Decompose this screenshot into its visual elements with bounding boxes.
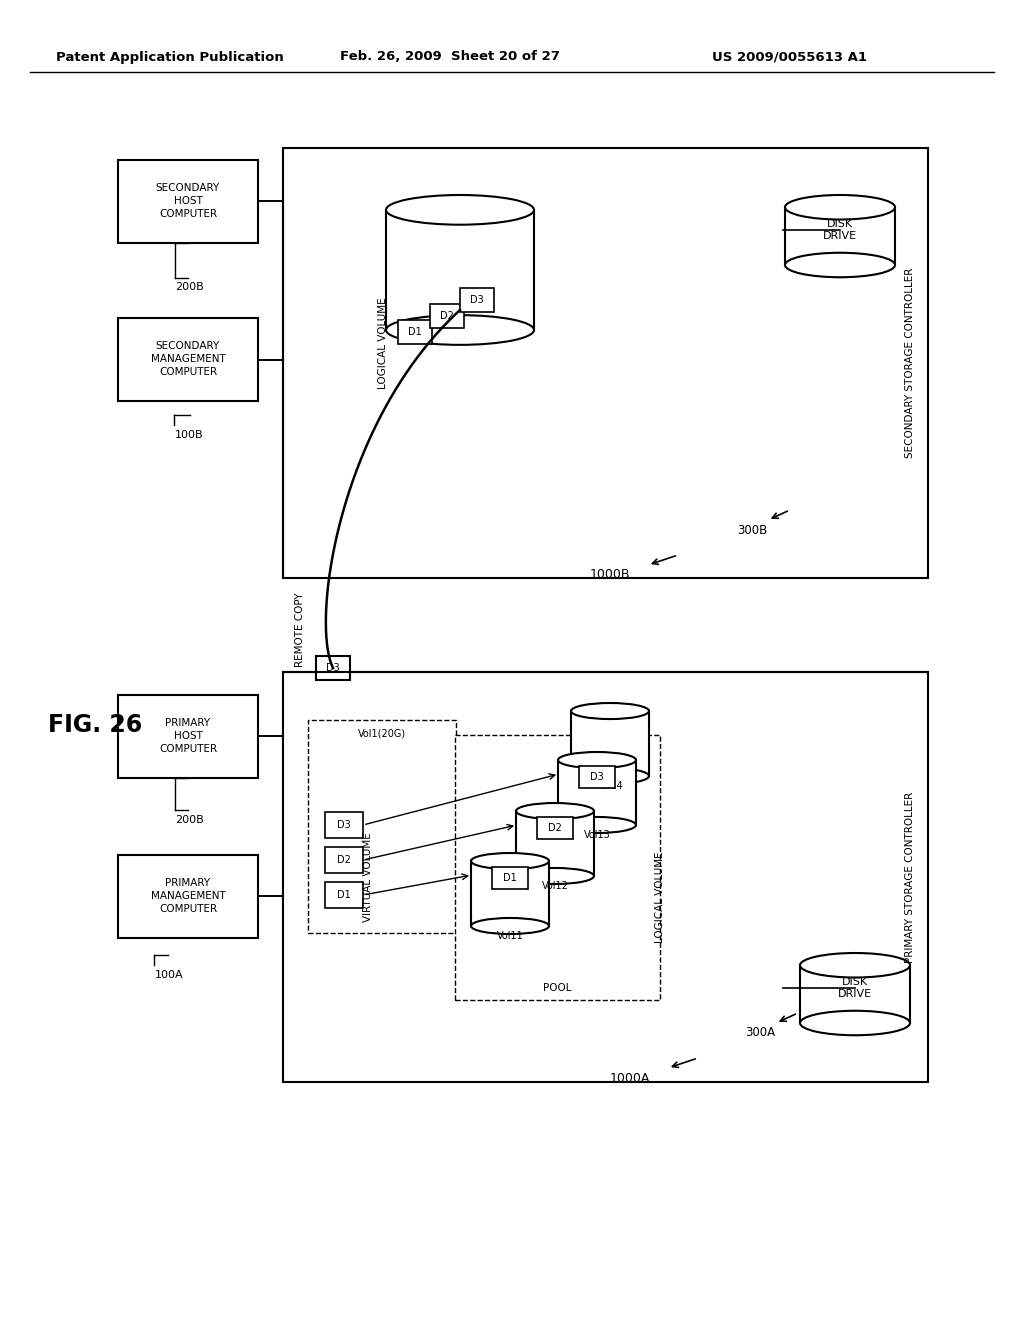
Text: Vol14: Vol14 (597, 781, 624, 791)
Bar (118, 855, 258, 939)
Bar (118, 318, 258, 401)
Ellipse shape (558, 752, 636, 768)
Text: D3: D3 (590, 772, 604, 781)
Bar (571, 711, 649, 776)
Bar (325, 847, 362, 873)
Bar (516, 810, 594, 876)
Bar (398, 319, 432, 345)
Text: D3: D3 (470, 294, 484, 305)
Text: Feb. 26, 2009  Sheet 20 of 27: Feb. 26, 2009 Sheet 20 of 27 (340, 50, 560, 63)
Text: D2: D2 (548, 822, 562, 833)
Ellipse shape (571, 704, 649, 719)
Text: SECONDARY
MANAGEMENT
COMPUTER: SECONDARY MANAGEMENT COMPUTER (151, 341, 225, 378)
Ellipse shape (800, 1011, 910, 1035)
Text: PRIMARY
HOST
COMPUTER: PRIMARY HOST COMPUTER (159, 718, 217, 754)
Text: Vol11: Vol11 (497, 931, 523, 941)
Text: PRIMARY
MANAGEMENT
COMPUTER: PRIMARY MANAGEMENT COMPUTER (151, 878, 225, 915)
Text: 200B: 200B (175, 282, 204, 292)
Bar (800, 965, 910, 1023)
Text: Vol1(20G): Vol1(20G) (358, 729, 407, 739)
Bar (118, 160, 258, 243)
Bar (785, 207, 895, 265)
Text: FIG. 26: FIG. 26 (48, 713, 142, 737)
Text: Vol13: Vol13 (584, 830, 610, 840)
Text: DISK
DRIVE: DISK DRIVE (838, 977, 872, 999)
Text: Patent Application Publication: Patent Application Publication (56, 50, 284, 63)
Text: DISK
DRIVE: DISK DRIVE (823, 219, 857, 242)
Text: D1: D1 (503, 873, 517, 883)
Text: D2: D2 (337, 855, 351, 865)
Ellipse shape (571, 768, 649, 784)
Ellipse shape (471, 853, 549, 869)
Ellipse shape (386, 195, 534, 224)
Bar (325, 812, 362, 838)
Text: D1: D1 (409, 327, 422, 337)
Text: D3: D3 (326, 663, 340, 673)
Text: SECONDARY
HOST
COMPUTER: SECONDARY HOST COMPUTER (156, 182, 220, 219)
Ellipse shape (785, 252, 895, 277)
Text: D3: D3 (337, 820, 351, 830)
Bar (537, 817, 573, 840)
Text: 300B: 300B (737, 524, 767, 536)
Text: LOGICAL VOLUME: LOGICAL VOLUME (378, 297, 388, 389)
Text: 1000B: 1000B (590, 569, 630, 582)
Text: POOL: POOL (543, 983, 571, 993)
Ellipse shape (516, 869, 594, 884)
Text: 100A: 100A (155, 970, 183, 979)
Bar (455, 735, 660, 1001)
Text: US 2009/0055613 A1: US 2009/0055613 A1 (713, 50, 867, 63)
Bar (118, 696, 258, 777)
Bar (308, 719, 456, 933)
Bar (492, 867, 528, 888)
Text: Vol12: Vol12 (542, 880, 568, 891)
Ellipse shape (471, 917, 549, 935)
Bar (579, 766, 615, 788)
Ellipse shape (785, 195, 895, 219)
Bar (386, 210, 534, 330)
Text: LOGICAL VOLUME: LOGICAL VOLUME (655, 851, 665, 942)
Ellipse shape (558, 817, 636, 833)
Ellipse shape (800, 953, 910, 978)
Bar (325, 882, 362, 908)
Bar (283, 672, 928, 1082)
Text: 300A: 300A (744, 1027, 775, 1040)
Text: REMOTE COPY: REMOTE COPY (295, 593, 305, 668)
Text: 1000A: 1000A (610, 1072, 650, 1085)
Text: 200B: 200B (175, 814, 204, 825)
Bar (558, 760, 636, 825)
Bar (283, 148, 928, 578)
Bar (316, 656, 350, 680)
Text: D1: D1 (337, 890, 351, 900)
Bar (471, 861, 549, 927)
Text: D2: D2 (440, 312, 454, 321)
Bar (430, 304, 464, 327)
Text: PRIMARY STORAGE CONTROLLER: PRIMARY STORAGE CONTROLLER (905, 792, 915, 962)
Ellipse shape (516, 803, 594, 818)
Bar (460, 288, 494, 312)
Text: 100B: 100B (175, 430, 204, 440)
Text: SECONDARY STORAGE CONTROLLER: SECONDARY STORAGE CONTROLLER (905, 268, 915, 458)
Ellipse shape (386, 315, 534, 345)
Text: VIRTUAL VOLUME: VIRTUAL VOLUME (362, 832, 373, 921)
